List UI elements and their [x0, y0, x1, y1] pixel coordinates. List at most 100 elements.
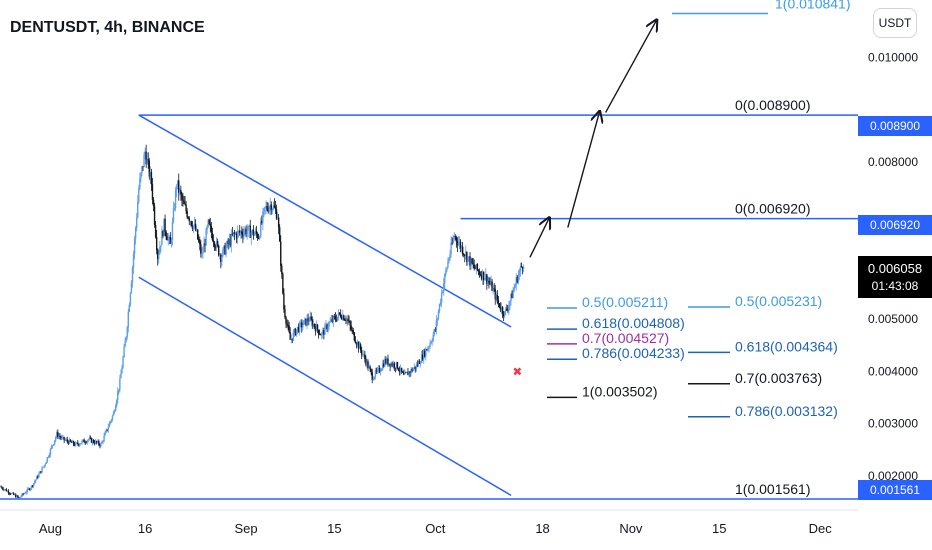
candle-64 — [67, 440, 70, 446]
candle-0 — [0, 485, 2, 488]
currency-button[interactable]: USDT — [873, 8, 917, 38]
candle-20 — [21, 493, 23, 498]
candle-329 — [346, 317, 348, 327]
candle-98 — [103, 432, 105, 443]
candle-257 — [270, 201, 272, 215]
candle-394 — [414, 366, 417, 373]
candle-25 — [26, 487, 29, 494]
candle-325 — [342, 309, 344, 321]
candle-95 — [100, 441, 102, 448]
candle-444 — [467, 256, 469, 266]
candle-198 — [208, 218, 210, 225]
candle-235 — [247, 225, 249, 238]
candle-461 — [485, 268, 487, 282]
candle-73 — [77, 440, 79, 446]
candle-209 — [220, 253, 222, 269]
price-badge-0: 0.008900 — [858, 116, 932, 136]
candle-217 — [228, 233, 230, 249]
candle-291 — [306, 314, 308, 330]
candle-433 — [455, 235, 458, 248]
fib-left-label-3: 0.786(0.004233) — [582, 345, 685, 361]
candle-99 — [104, 430, 106, 436]
candle-105 — [110, 418, 113, 424]
fib-right-label-1: 0.618(0.004364) — [735, 338, 838, 354]
candle-148 — [155, 229, 158, 255]
candle-489 — [514, 283, 516, 289]
candle-454 — [477, 268, 480, 276]
candle-361 — [379, 367, 382, 376]
target-label: 1(0.010841) — [775, 0, 851, 12]
y-tick-label-5: 0.002000 — [868, 469, 918, 483]
candle-339 — [356, 339, 359, 348]
candle-447 — [470, 257, 472, 270]
candle-368 — [387, 354, 389, 367]
candle-389 — [409, 370, 411, 378]
candle-321 — [337, 309, 340, 321]
candle-5 — [5, 487, 8, 492]
candle-144 — [151, 177, 154, 205]
candle-473 — [497, 295, 500, 308]
candle-323 — [339, 309, 342, 319]
candle-134 — [141, 165, 143, 177]
fib-left-label-1: 0.618(0.004808) — [582, 315, 685, 331]
candle-221 — [232, 232, 235, 238]
candle-472 — [496, 290, 499, 305]
candle-215 — [226, 239, 228, 248]
candle-453 — [476, 263, 479, 272]
y-tick-label-1: 0.008000 — [868, 155, 918, 169]
candle-403 — [424, 348, 426, 358]
candle-197 — [207, 218, 209, 229]
candle-334 — [351, 326, 353, 335]
candle-4 — [4, 489, 6, 491]
candle-353 — [371, 368, 373, 384]
candle-118 — [124, 337, 126, 347]
candle-42 — [44, 463, 46, 468]
candle-21 — [22, 492, 24, 496]
channel-lower-line — [138, 276, 512, 497]
candle-216 — [227, 237, 229, 250]
candle-477 — [501, 306, 504, 319]
candle-385 — [405, 371, 407, 374]
candle-58 — [61, 434, 63, 440]
y-tick-label-4: 0.003000 — [868, 417, 918, 431]
candle-445 — [468, 255, 470, 262]
candle-18 — [19, 496, 21, 498]
fib-left-label-0: 0.5(0.005211) — [582, 294, 668, 310]
candle-471 — [495, 291, 497, 303]
candle-387 — [407, 368, 409, 376]
candle-386 — [406, 371, 408, 373]
candle-202 — [212, 234, 215, 248]
candle-16 — [17, 494, 19, 499]
candle-376 — [395, 361, 398, 371]
candle-72 — [76, 442, 78, 444]
time-axis — [0, 510, 932, 550]
candle-390 — [410, 367, 412, 377]
candle-470 — [494, 284, 496, 305]
candle-219 — [230, 229, 233, 253]
candle-487 — [512, 287, 514, 299]
candle-214 — [225, 242, 227, 258]
candle-77 — [81, 439, 83, 445]
candle-70 — [73, 442, 76, 447]
candle-365 — [384, 356, 386, 367]
candle-124 — [130, 280, 133, 294]
candle-123 — [129, 292, 132, 307]
candle-428 — [450, 236, 452, 258]
candle-156 — [164, 214, 166, 237]
fib-left-label-4: 1(0.003502) — [582, 383, 658, 399]
candle-496 — [521, 266, 524, 275]
candle-476 — [500, 302, 503, 315]
candle-179 — [188, 216, 190, 226]
candle-293 — [308, 316, 310, 326]
candle-440 — [462, 253, 465, 258]
candle-306 — [322, 327, 324, 339]
candle-303 — [318, 329, 321, 336]
candle-85 — [89, 435, 92, 440]
candle-382 — [402, 370, 404, 373]
candle-475 — [499, 302, 502, 313]
candle-242 — [254, 227, 257, 236]
candle-171 — [180, 185, 182, 201]
candle-419 — [440, 289, 443, 308]
candle-384 — [404, 368, 406, 375]
